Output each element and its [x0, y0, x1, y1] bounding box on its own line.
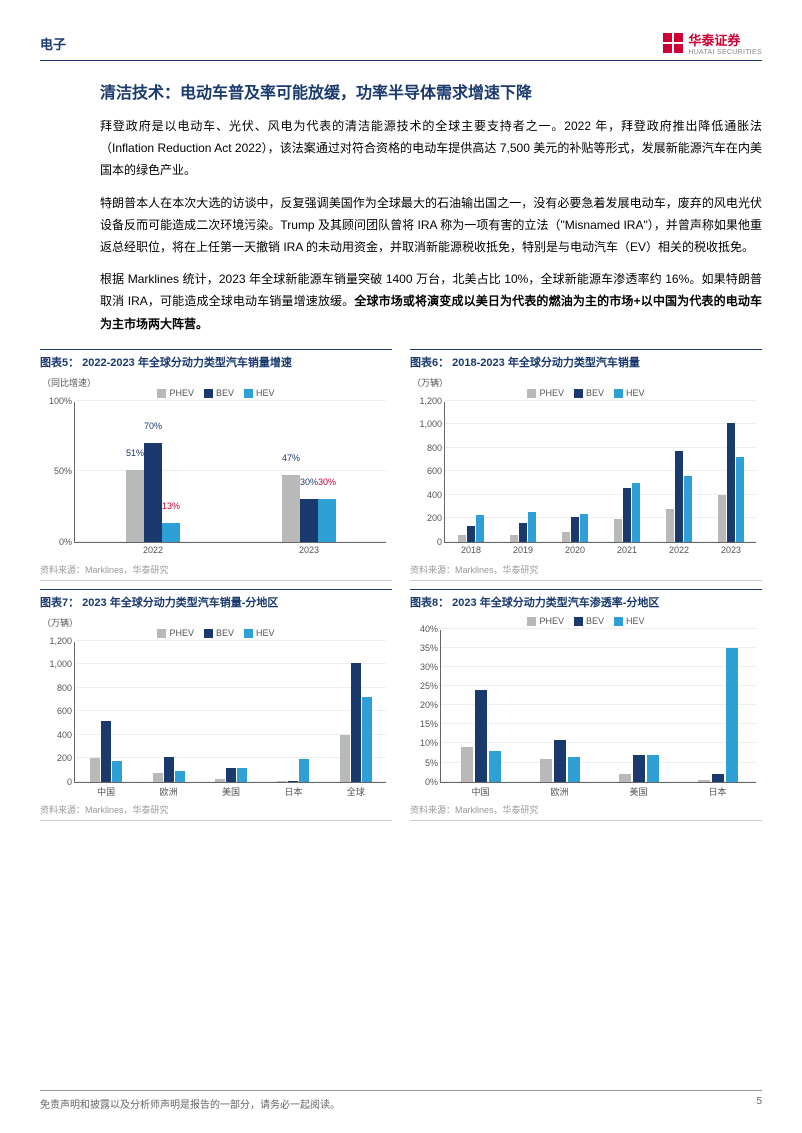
body-paragraph: 拜登政府是以电动车、光伏、风电为代表的清洁能源技术的全球主要支持者之一。2022…: [100, 115, 762, 182]
chart-title: 图表6： 2018-2023 年全球分动力类型汽车销量: [410, 349, 762, 370]
charts-grid: 图表5： 2022-2023 年全球分动力类型汽车销量增速 PHEVBEVHEV…: [40, 349, 762, 821]
chart-6: 图表6： 2018-2023 年全球分动力类型汽车销量 PHEVBEVHEV（万…: [410, 349, 762, 581]
chart-title: 图表8： 2023 年全球分动力类型汽车渗透率-分地区: [410, 589, 762, 610]
chart-source: 资料来源：Marklines，华泰研究: [40, 803, 392, 821]
brand-logo: 华泰证券 HUATAI SECURITIES: [662, 30, 762, 56]
body-paragraph: 根据 Marklines 统计，2023 年全球新能源车销量突破 1400 万台…: [100, 268, 762, 335]
chart-title: 图表7： 2023 年全球分动力类型汽车销量-分地区: [40, 589, 392, 610]
chart-source: 资料来源：Marklines，华泰研究: [410, 563, 762, 581]
brand-name-cn: 华泰证券: [688, 30, 762, 49]
page-footer: 免责声明和披露以及分析师声明是报告的一部分，请务必一起阅读。 5: [40, 1090, 762, 1111]
footer-disclaimer: 免责声明和披露以及分析师声明是报告的一部分，请务必一起阅读。: [40, 1096, 340, 1111]
body-paragraph: 特朗普本人在本次大选的访谈中，反复强调美国作为全球最大的石油输出国之一，没有必要…: [100, 192, 762, 259]
chart-8: 图表8： 2023 年全球分动力类型汽车渗透率-分地区 PHEVBEVHEV0%…: [410, 589, 762, 821]
header-category: 电子: [40, 34, 66, 53]
section-title: 清洁技术：电动车普及率可能放缓，功率半导体需求增速下降: [100, 79, 762, 103]
chart-plot: PHEVBEVHEV（万辆）02004006008001,0001,200201…: [410, 376, 762, 561]
footer-page-number: 5: [756, 1096, 762, 1111]
brand-name-en: HUATAI SECURITIES: [688, 49, 762, 56]
chart-7: 图表7： 2023 年全球分动力类型汽车销量-分地区 PHEVBEVHEV（万辆…: [40, 589, 392, 821]
chart-plot: PHEVBEVHEV（万辆）02004006008001,0001,200中国欧…: [40, 616, 392, 801]
chart-plot: PHEVBEVHEV（同比增速）0%50%100%202251%70%13%20…: [40, 376, 392, 561]
chart-plot: PHEVBEVHEV0%5%10%15%20%25%30%35%40%中国欧洲美…: [410, 616, 762, 801]
logo-icon: [662, 32, 684, 54]
chart-5: 图表5： 2022-2023 年全球分动力类型汽车销量增速 PHEVBEVHEV…: [40, 349, 392, 581]
chart-source: 资料来源：Marklines，华泰研究: [40, 563, 392, 581]
chart-title: 图表5： 2022-2023 年全球分动力类型汽车销量增速: [40, 349, 392, 370]
page-header: 电子 华泰证券 HUATAI SECURITIES: [40, 30, 762, 61]
chart-source: 资料来源：Marklines，华泰研究: [410, 803, 762, 821]
